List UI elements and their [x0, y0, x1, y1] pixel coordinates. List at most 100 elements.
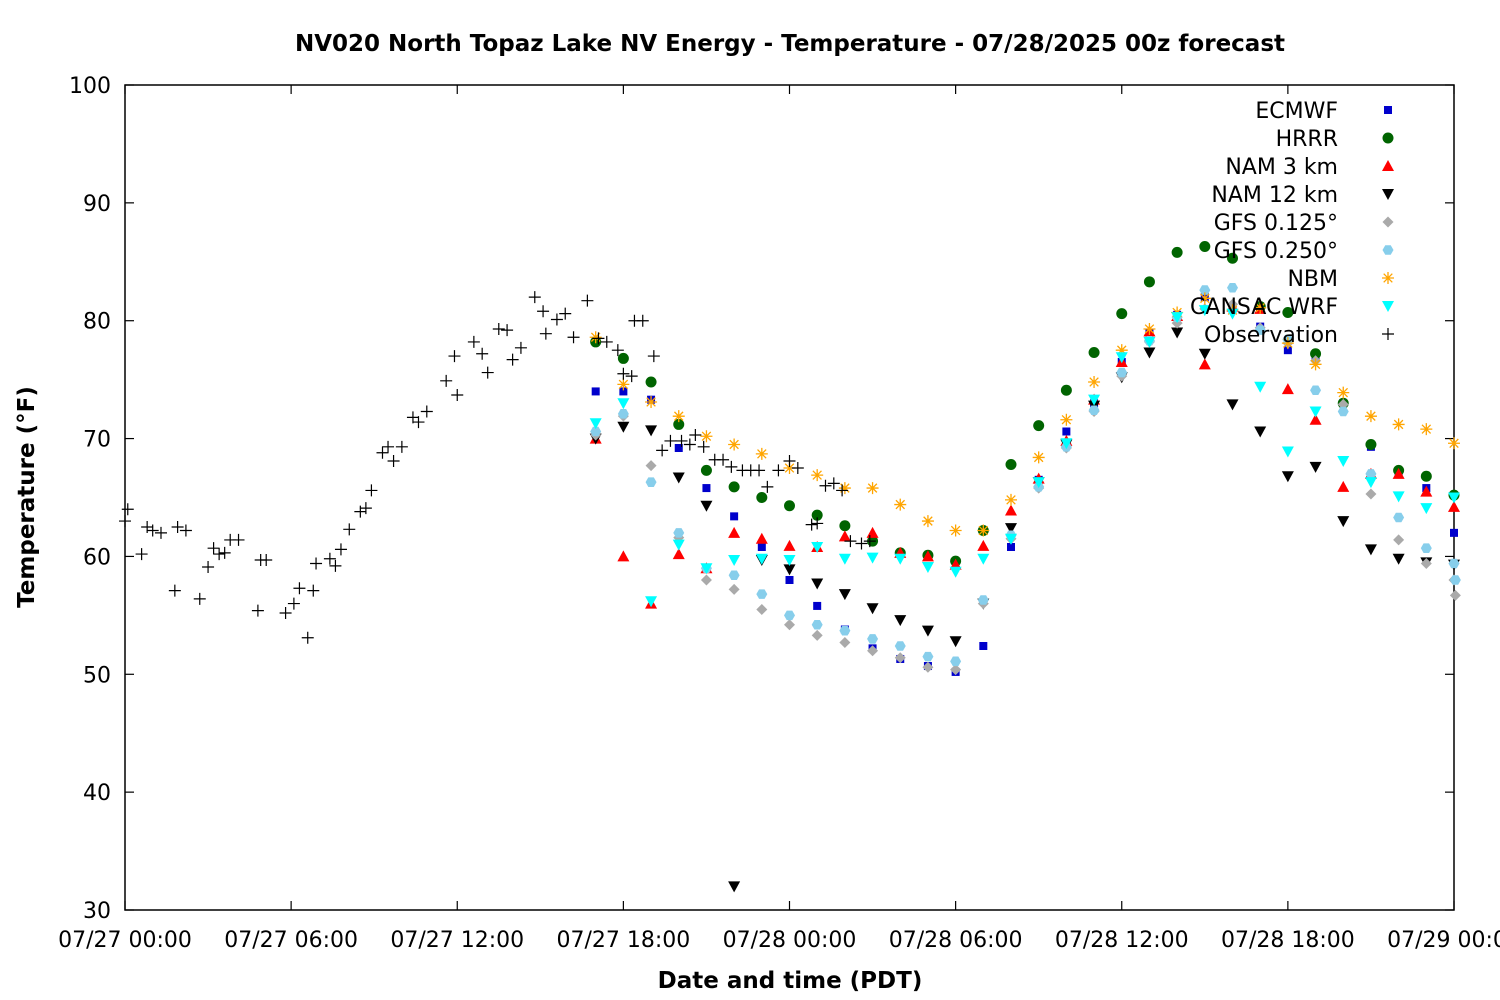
- data-point: [949, 524, 962, 537]
- legend-label: GFS 0.125°: [1214, 211, 1338, 236]
- data-points: [119, 240, 1461, 893]
- legend-marker: [1382, 216, 1394, 228]
- plot-frame: [124, 84, 1455, 911]
- legend-label: NBM: [1287, 267, 1338, 292]
- data-point: [310, 557, 323, 570]
- data-point: [1143, 322, 1156, 335]
- data-point: [395, 440, 408, 453]
- data-point: [354, 505, 367, 518]
- data-point: [539, 327, 552, 340]
- data-point: [1281, 337, 1294, 350]
- y-tick-label: 30: [83, 899, 111, 924]
- data-point: [811, 578, 824, 590]
- data-point: [783, 554, 796, 566]
- data-point: [827, 477, 840, 490]
- data-point: [1254, 381, 1267, 393]
- data-point: [307, 584, 320, 597]
- data-point: [476, 347, 489, 360]
- data-point: [617, 409, 629, 419]
- series-gfs-0-250: [590, 282, 1461, 667]
- data-point: [1365, 488, 1377, 500]
- data-point: [501, 324, 514, 337]
- data-point: [591, 387, 600, 396]
- data-point: [412, 416, 425, 429]
- data-point: [1005, 504, 1017, 516]
- data-point: [202, 561, 215, 574]
- data-point: [645, 596, 658, 608]
- data-point: [1309, 413, 1322, 425]
- data-point: [700, 563, 713, 575]
- y-tick-label: 40: [83, 781, 111, 806]
- data-point: [1005, 459, 1017, 470]
- data-point: [343, 523, 356, 536]
- data-point: [921, 562, 934, 574]
- data-point: [1060, 413, 1073, 426]
- data-point: [550, 313, 563, 326]
- y-axis-label: Temperature (°F): [14, 386, 40, 608]
- data-point: [1393, 534, 1405, 546]
- data-point: [700, 500, 713, 512]
- data-point: [755, 532, 768, 544]
- data-point: [1198, 305, 1211, 317]
- data-point: [119, 515, 131, 528]
- data-point: [811, 469, 824, 482]
- data-point: [406, 411, 419, 424]
- legend-label: Observation: [1204, 323, 1338, 348]
- data-point: [838, 530, 851, 542]
- legend-marker: [1382, 328, 1394, 340]
- data-point: [783, 564, 796, 576]
- y-axis: 30 40 50 60 70 80 90 100: [69, 74, 1454, 924]
- data-point: [811, 629, 823, 641]
- data-point: [1254, 426, 1267, 438]
- data-point: [855, 537, 868, 550]
- data-point: [218, 546, 231, 559]
- data-point: [617, 378, 630, 391]
- data-point: [251, 604, 264, 617]
- data-point: [700, 574, 712, 586]
- data-point: [1143, 276, 1155, 288]
- series-nam-12-km: [589, 327, 1460, 893]
- data-point: [207, 542, 220, 555]
- y-tick-label: 100: [69, 74, 111, 99]
- data-point: [783, 454, 796, 467]
- data-point: [1171, 312, 1184, 324]
- data-point: [1364, 477, 1377, 489]
- data-point: [1309, 358, 1322, 371]
- data-point: [1392, 418, 1405, 431]
- data-point: [1392, 491, 1405, 503]
- data-point: [1420, 423, 1433, 436]
- data-point: [645, 376, 657, 388]
- data-point: [279, 607, 292, 619]
- data-point: [819, 479, 832, 492]
- data-point: [1116, 367, 1128, 378]
- data-point: [866, 552, 879, 564]
- data-point: [1309, 461, 1322, 473]
- data-point: [866, 526, 879, 538]
- data-point: [287, 597, 300, 610]
- data-point: [977, 553, 990, 565]
- data-point: [728, 438, 741, 451]
- data-point: [1365, 438, 1377, 450]
- data-point: [448, 350, 461, 363]
- data-point: [636, 314, 649, 327]
- data-point: [1448, 437, 1460, 450]
- data-point: [894, 498, 907, 511]
- data-point: [559, 307, 572, 320]
- data-point: [467, 335, 480, 348]
- data-point: [617, 550, 630, 562]
- data-point: [232, 533, 245, 546]
- data-point: [1450, 528, 1458, 537]
- data-point: [838, 482, 851, 495]
- data-point: [1199, 240, 1211, 252]
- data-point: [922, 661, 934, 673]
- data-point: [783, 462, 796, 475]
- data-point: [664, 434, 677, 447]
- data-point: [844, 535, 857, 548]
- data-point: [600, 335, 613, 348]
- data-point: [365, 484, 378, 497]
- data-point: [755, 553, 768, 565]
- data-point: [866, 603, 879, 615]
- y-tick-label: 80: [83, 310, 111, 335]
- legend-marker: [1382, 272, 1394, 284]
